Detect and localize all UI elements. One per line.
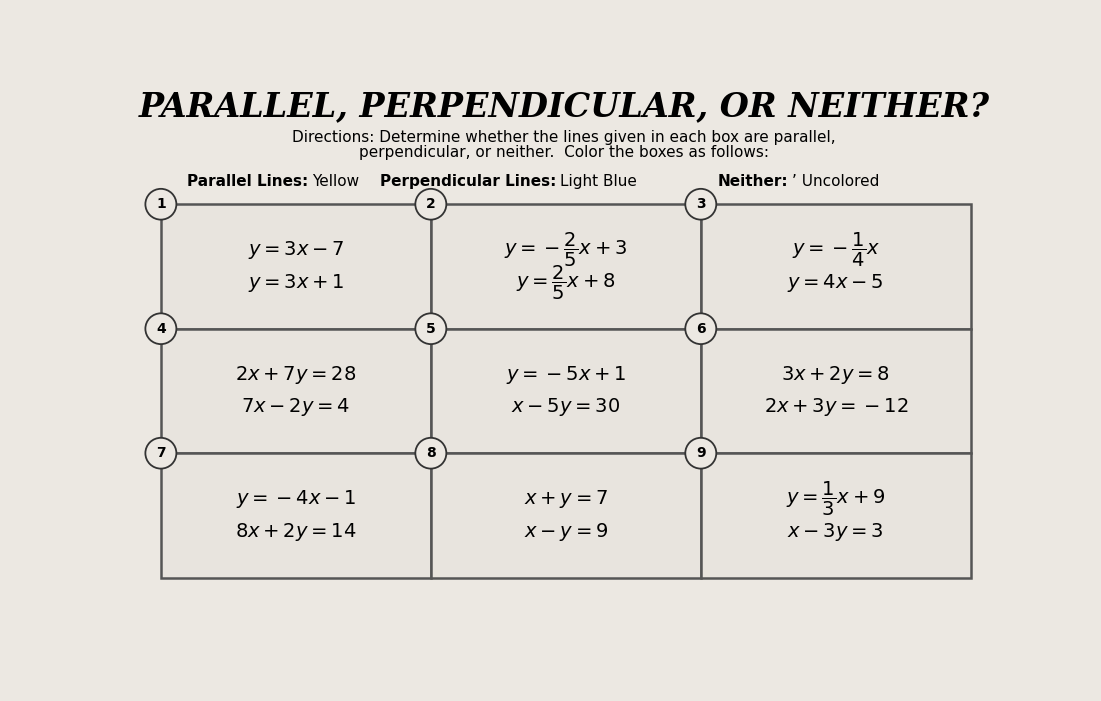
Text: 1: 1 <box>156 197 166 211</box>
Text: $y = 4x - 5$: $y = 4x - 5$ <box>787 272 884 294</box>
Text: $7x - 2y = 4$: $7x - 2y = 4$ <box>241 396 350 418</box>
Bar <box>430 329 701 454</box>
Circle shape <box>415 438 446 468</box>
Bar <box>161 454 430 578</box>
Text: 6: 6 <box>696 322 706 336</box>
Text: $y = \dfrac{1}{3}x + 9$: $y = \dfrac{1}{3}x + 9$ <box>786 480 885 518</box>
Circle shape <box>415 313 446 344</box>
Bar <box>161 329 430 454</box>
Text: $y = 3x + 1$: $y = 3x + 1$ <box>248 272 345 294</box>
Bar <box>430 454 701 578</box>
Bar <box>430 204 701 329</box>
Circle shape <box>685 189 717 219</box>
Text: $y = -\dfrac{1}{4}x$: $y = -\dfrac{1}{4}x$ <box>792 231 880 269</box>
Bar <box>161 204 430 329</box>
Text: 7: 7 <box>156 447 165 461</box>
Text: Yellow: Yellow <box>312 174 359 189</box>
Text: 2: 2 <box>426 197 436 211</box>
Bar <box>701 329 971 454</box>
Circle shape <box>685 438 717 468</box>
Text: Perpendicular Lines:: Perpendicular Lines: <box>380 174 556 189</box>
Text: $2x + 7y = 28$: $2x + 7y = 28$ <box>236 364 357 386</box>
Text: $x + y = 7$: $x + y = 7$ <box>524 489 608 510</box>
Text: 4: 4 <box>156 322 166 336</box>
Text: Light Blue: Light Blue <box>560 174 636 189</box>
Text: Directions: Determine whether the lines given in each box are parallel,: Directions: Determine whether the lines … <box>292 130 836 144</box>
Text: 9: 9 <box>696 447 706 461</box>
Circle shape <box>145 313 176 344</box>
Text: $2x + 3y = -12$: $2x + 3y = -12$ <box>763 396 908 418</box>
Text: $8x + 2y = 14$: $8x + 2y = 14$ <box>236 521 357 543</box>
Text: PARALLEL, PERPENDICULAR, OR NEITHER?: PARALLEL, PERPENDICULAR, OR NEITHER? <box>139 90 990 123</box>
Text: $x - y = 9$: $x - y = 9$ <box>524 521 608 543</box>
Text: ’ Uncolored: ’ Uncolored <box>793 174 880 189</box>
Text: $x - 5y = 30$: $x - 5y = 30$ <box>511 396 621 418</box>
Circle shape <box>415 189 446 219</box>
Text: $y = -\dfrac{2}{5}x + 3$: $y = -\dfrac{2}{5}x + 3$ <box>504 231 628 269</box>
Text: 8: 8 <box>426 447 436 461</box>
Text: Parallel Lines:: Parallel Lines: <box>187 174 308 189</box>
Text: 3: 3 <box>696 197 706 211</box>
Text: 5: 5 <box>426 322 436 336</box>
Circle shape <box>145 438 176 468</box>
Text: Neither:: Neither: <box>718 174 788 189</box>
Text: $y = 3x - 7$: $y = 3x - 7$ <box>248 239 345 261</box>
Circle shape <box>145 189 176 219</box>
Text: $y = -4x - 1$: $y = -4x - 1$ <box>236 489 356 510</box>
Bar <box>701 204 971 329</box>
Text: perpendicular, or neither.  Color the boxes as follows:: perpendicular, or neither. Color the box… <box>359 145 768 160</box>
Text: $y = \dfrac{2}{5}x + 8$: $y = \dfrac{2}{5}x + 8$ <box>516 264 615 301</box>
Circle shape <box>685 313 717 344</box>
Text: $3x + 2y = 8$: $3x + 2y = 8$ <box>782 364 891 386</box>
Bar <box>701 454 971 578</box>
Text: $x - 3y = 3$: $x - 3y = 3$ <box>787 521 884 543</box>
Text: $y = -5x + 1$: $y = -5x + 1$ <box>505 364 626 386</box>
